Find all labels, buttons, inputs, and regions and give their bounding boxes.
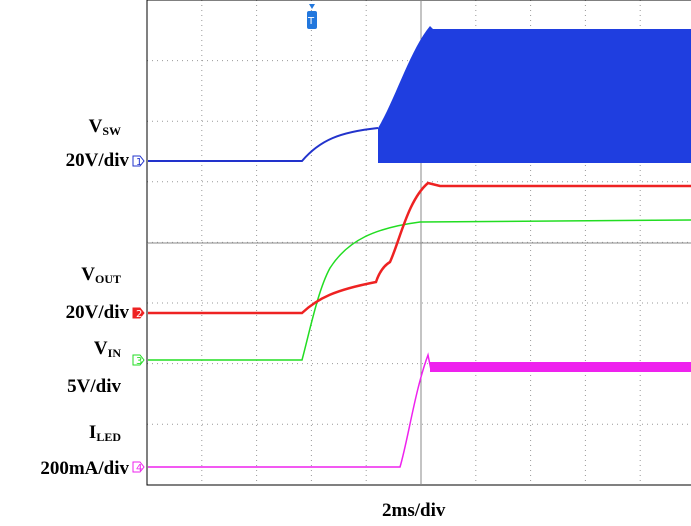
channel-markers: 1 2 3 4 T [132, 4, 317, 474]
marker-4-label: 4 [136, 463, 142, 474]
vout-symbol: V [81, 264, 95, 285]
trace-vsw-switching [378, 26, 691, 163]
trace-iled-ripple [430, 362, 691, 372]
marker-1 [132, 155, 145, 167]
marker-1-label: 1 [136, 157, 142, 168]
iled-scale: 200mA/div [40, 458, 129, 479]
vout-scale: 20V/div [65, 302, 129, 323]
timebase: 2ms/div [382, 500, 446, 521]
trace-vin [148, 219, 691, 361]
trace-vout [148, 181, 691, 315]
marker-2-label: 2 [136, 309, 142, 320]
iled-sub: LED [96, 430, 121, 444]
trigger-arrow [309, 4, 315, 9]
vin-symbol: V [93, 338, 108, 359]
trigger-label: T [307, 16, 315, 27]
vin-sub: IN [107, 346, 121, 360]
iled-name: ILED [89, 422, 121, 445]
vout-sub: OUT [94, 272, 121, 286]
vin-name: VIN [94, 338, 121, 361]
marker-3-label: 3 [136, 356, 142, 367]
vsw-scale: 20V/div [65, 150, 129, 171]
iled-symbol: I [88, 422, 97, 443]
vin-scale: 5V/div [67, 376, 121, 397]
marker-4 [132, 461, 145, 473]
trace-iled [148, 352, 432, 468]
marker-3 [132, 354, 145, 366]
vsw-symbol: V [88, 116, 103, 137]
marker-2 [132, 307, 145, 319]
trigger-marker [307, 11, 317, 29]
vsw-sub: SW [102, 124, 121, 138]
vsw-name: VSW [89, 116, 121, 139]
vout-name: VOUT [81, 264, 121, 287]
trace-vsw [148, 127, 379, 162]
